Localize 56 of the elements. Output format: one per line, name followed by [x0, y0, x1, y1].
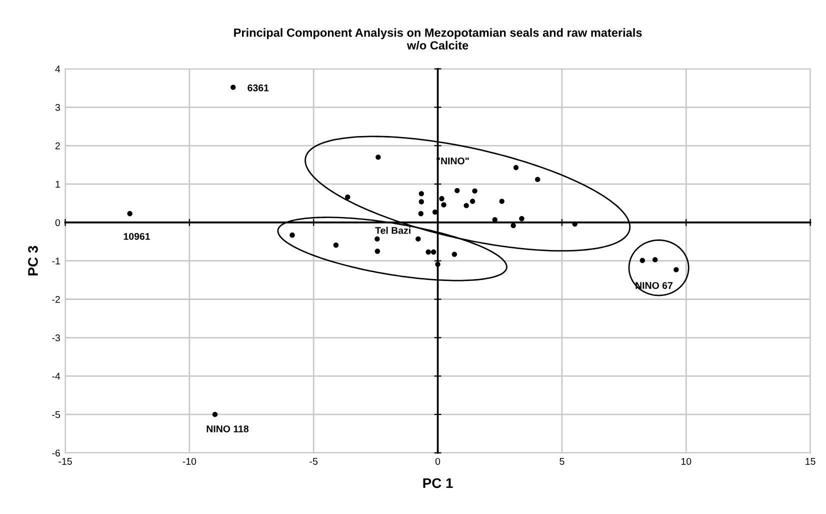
- y-axis-title: PC 3: [28, 246, 38, 276]
- point: [652, 257, 658, 262]
- y-tick-label: -3: [52, 334, 60, 342]
- point: [418, 199, 424, 204]
- point: [441, 202, 446, 208]
- x-tick-label: 10: [681, 458, 692, 465]
- point: [519, 216, 524, 222]
- x-tick-label: -5: [310, 458, 318, 465]
- y-tick-label: -4: [52, 372, 60, 380]
- y-tick-label: -5: [52, 411, 60, 418]
- y-tick-label: -1: [52, 258, 60, 264]
- point: [499, 198, 504, 204]
- annotation: NINO 67: [636, 282, 672, 289]
- chart-title: Principal Component Analysis on Mezopotamian seals and raw materials w/o Calcite: [234, 28, 642, 50]
- point: [510, 222, 516, 228]
- point: [640, 258, 646, 264]
- y-tick-label: 2: [55, 142, 60, 150]
- x-tick-label: 5: [560, 458, 564, 465]
- point: [454, 188, 460, 194]
- point: [212, 412, 218, 418]
- x-axis-title: PC 1: [423, 478, 453, 488]
- point: [472, 188, 478, 194]
- point: [418, 211, 424, 216]
- point: [452, 252, 458, 257]
- point: [430, 249, 436, 255]
- x-tick-label: -15: [58, 458, 72, 465]
- point: [513, 164, 519, 170]
- point: [535, 176, 540, 182]
- point: [464, 202, 469, 208]
- annotation: Tel Bazi: [375, 226, 410, 234]
- point: [333, 242, 339, 248]
- annotation: 6361: [248, 84, 269, 92]
- y-tick-label: 0: [55, 219, 60, 226]
- point: [290, 232, 295, 238]
- point: [127, 211, 132, 216]
- point: [426, 249, 431, 255]
- point: [376, 154, 381, 160]
- y-tick-label: 4: [55, 66, 60, 72]
- y-tick-label: 1: [56, 180, 60, 188]
- y-tick-label: -2: [52, 296, 60, 303]
- annotation: NINO 118: [206, 425, 249, 432]
- point: [345, 194, 350, 200]
- x-tick-label: 15: [806, 458, 816, 465]
- point: [230, 84, 236, 90]
- point: [674, 267, 679, 272]
- x-tick-label: -10: [182, 458, 196, 465]
- point: [374, 236, 380, 242]
- point: [374, 248, 380, 254]
- annotation: 10961: [124, 232, 150, 240]
- point: [470, 198, 476, 204]
- x-tick-label: 0: [435, 458, 440, 465]
- point: [439, 196, 444, 202]
- y-tick-label: 3: [55, 104, 60, 111]
- point: [416, 236, 421, 242]
- y-tick-label: -6: [52, 450, 60, 456]
- point: [418, 191, 424, 196]
